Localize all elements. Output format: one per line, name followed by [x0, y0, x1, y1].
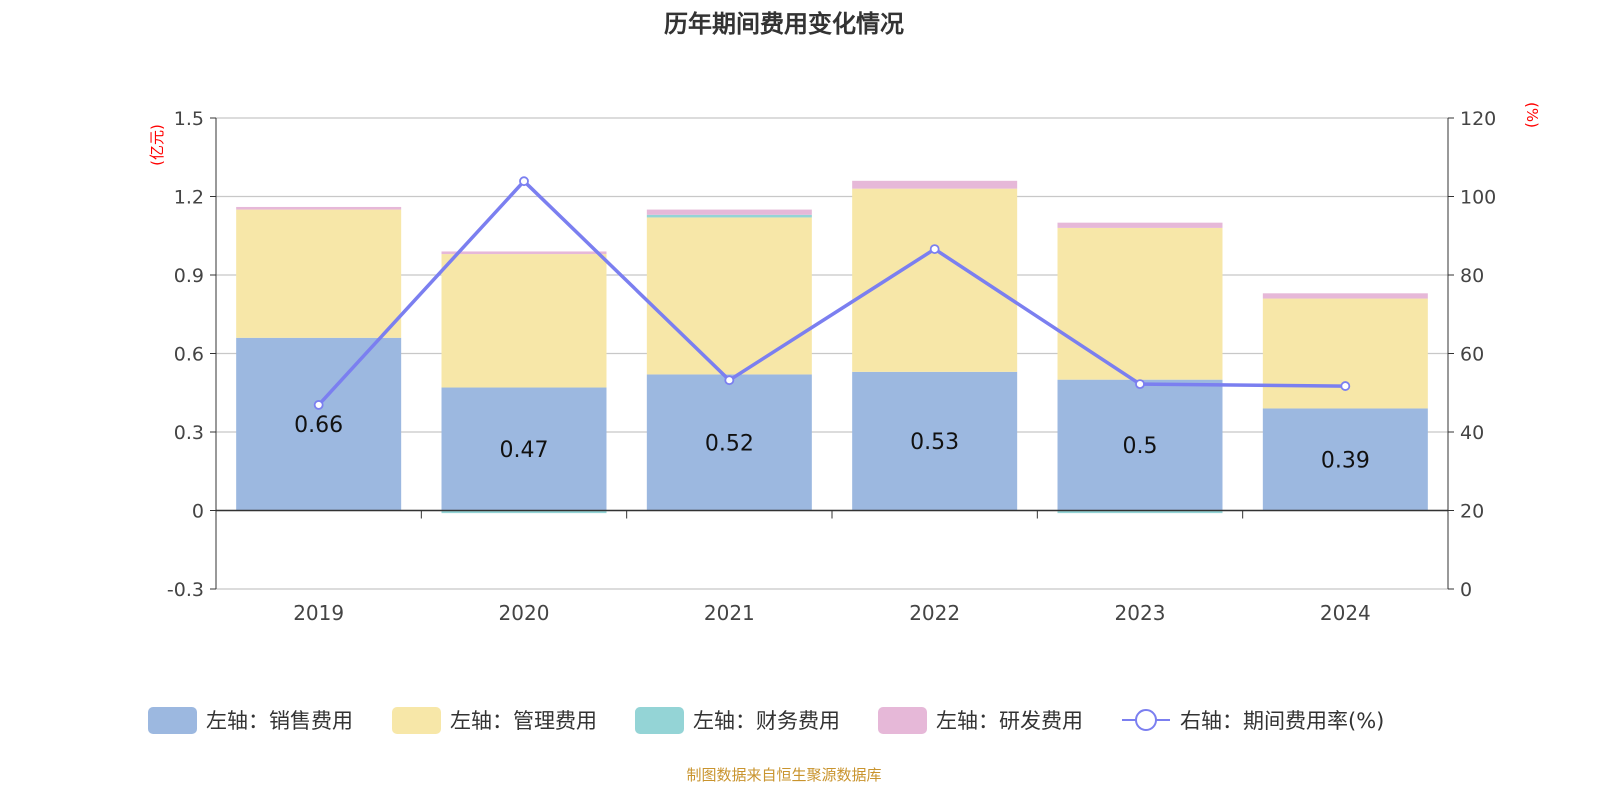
data-label: 0.39 [1321, 448, 1370, 473]
data-label: 0.66 [294, 413, 343, 438]
left-tick-label: 0.3 [174, 422, 204, 444]
bar-segment [646, 374, 812, 511]
bar-segment [441, 251, 607, 255]
right-axis-unit: (%) [1523, 102, 1541, 128]
legend-circle-icon [1135, 709, 1157, 731]
right-tick-label: 0 [1460, 579, 1472, 601]
legend-label: 左轴：管理费用 [450, 709, 597, 733]
x-tick-label: 2019 [293, 601, 344, 625]
x-tick-label: 2024 [1320, 601, 1371, 625]
data-label: 0.47 [500, 438, 549, 463]
legend-label: 左轴：财务费用 [693, 709, 840, 733]
x-tick-label: 2021 [704, 601, 755, 625]
bar-segment [852, 188, 1018, 372]
right-tick-label: 20 [1460, 501, 1484, 523]
left-tick-label: 1.5 [174, 108, 204, 130]
left-tick-label: 1.2 [174, 187, 204, 209]
bar-segment [236, 209, 402, 338]
left-tick-label: 0.9 [174, 265, 204, 287]
data-label: 0.53 [910, 430, 959, 455]
bar-segment [441, 387, 607, 511]
bar-segment [1057, 222, 1223, 228]
legend-label: 左轴：研发费用 [936, 709, 1083, 733]
left-tick-label: 0.6 [174, 344, 204, 366]
legend-swatch [392, 707, 441, 734]
bar-segment [852, 180, 1018, 189]
legend-swatch [878, 707, 927, 734]
bar-segment [852, 371, 1018, 511]
legend-label: 左轴：销售费用 [206, 709, 353, 733]
left-tick-label: 0 [192, 501, 204, 523]
data-label: 0.5 [1123, 434, 1158, 459]
right-tick-label: 100 [1460, 187, 1496, 209]
x-tick-label: 2023 [1115, 601, 1166, 625]
right-tick-label: 60 [1460, 344, 1484, 366]
x-tick-label: 2020 [499, 601, 550, 625]
bar-segment [441, 510, 607, 514]
right-tick-label: 80 [1460, 265, 1484, 287]
right-tick-label: 40 [1460, 422, 1484, 444]
left-axis-unit: (亿元) [148, 124, 166, 166]
rate-point [1135, 379, 1145, 390]
rate-point [313, 400, 324, 410]
bar-segment [441, 254, 607, 388]
bar-segment [646, 217, 812, 375]
legend-swatch [148, 707, 197, 734]
left-tick-label: -0.3 [167, 579, 204, 601]
data-label: 0.52 [705, 431, 754, 456]
bar-segment [1057, 227, 1223, 380]
bar-segment [1262, 298, 1428, 409]
rate-line [317, 178, 1346, 407]
source-footer: 制图数据来自恒生聚源数据库 [686, 766, 882, 784]
legend-swatch [635, 707, 684, 734]
x-tick-label: 2022 [909, 601, 960, 625]
rate-point [929, 244, 940, 254]
bar-segment [646, 214, 812, 218]
bar-segment [646, 209, 812, 215]
rate-point [519, 176, 529, 187]
bar-segment [1057, 510, 1223, 514]
bar-segment [1262, 293, 1428, 299]
bar-segment [236, 337, 402, 511]
bar-segment [1057, 379, 1223, 511]
bar-segment [236, 206, 402, 210]
legend-label: 右轴：期间费用率(%) [1180, 709, 1384, 733]
chart-title: 历年期间费用变化情况 [664, 10, 904, 38]
rate-point [1340, 381, 1351, 391]
right-tick-label: 120 [1460, 108, 1496, 130]
bar-segment [1262, 408, 1428, 511]
rate-point [724, 375, 735, 386]
